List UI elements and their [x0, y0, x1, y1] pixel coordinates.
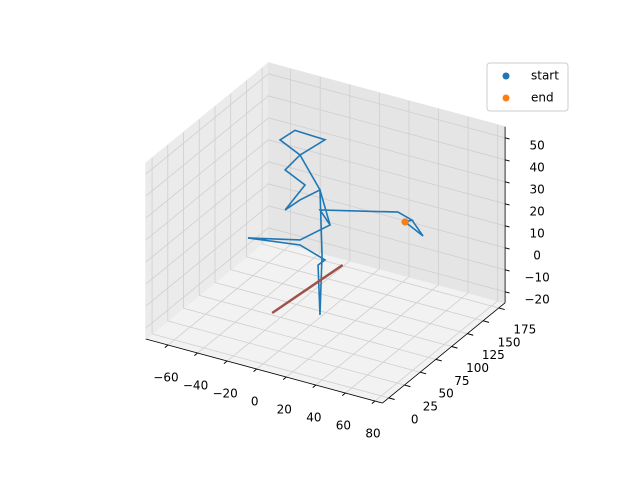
z-tick-label: 40: [529, 160, 544, 174]
x-tick-label: 40: [306, 411, 321, 425]
y-tick-label: 150: [498, 335, 521, 349]
grid-line: [268, 161, 506, 227]
grid-line: [230, 269, 468, 335]
axis-line: [382, 302, 506, 404]
grid-line: [183, 307, 421, 373]
z-tick: [504, 159, 510, 162]
x-tick: [223, 360, 228, 364]
trajectory-line: [271, 264, 344, 315]
legend-marker: [502, 94, 510, 102]
z-tick-label: 30: [529, 182, 544, 196]
y-tick: [435, 358, 442, 362]
z-tick: [504, 247, 510, 250]
grid-line: [214, 282, 452, 347]
z-tick-label: −10: [524, 270, 549, 284]
grid-line: [374, 300, 498, 402]
x-tick: [341, 392, 346, 396]
grid-line: [315, 284, 439, 386]
x-tick-label: −40: [183, 379, 208, 393]
grid-line: [286, 276, 410, 378]
grid-line: [268, 95, 506, 161]
y-tick: [404, 384, 411, 388]
grid-line: [151, 333, 389, 399]
y-tick: [467, 333, 474, 336]
grid-line: [268, 73, 506, 139]
grid-line: [145, 117, 269, 219]
x-tick-label: 60: [336, 419, 351, 433]
trajectory-line: [247, 129, 424, 315]
grid-line: [145, 139, 269, 241]
z-tick: [504, 137, 510, 140]
y-tick: [420, 371, 427, 375]
grid-line: [226, 260, 351, 362]
x-tick: [312, 384, 317, 388]
grid-line: [262, 243, 499, 309]
y-tick: [482, 320, 490, 323]
y-tick: [498, 307, 505, 311]
grid-line: [256, 268, 380, 370]
grid-line: [167, 244, 291, 346]
legend-marker: [502, 72, 510, 80]
grid-line: [268, 117, 506, 183]
x-tick: [164, 344, 169, 348]
legend-label: start: [531, 69, 559, 83]
grid-line: [268, 205, 506, 271]
z-tick-label: 20: [529, 204, 544, 218]
z-tick-label: 50: [529, 138, 544, 152]
z-tick: [504, 181, 510, 184]
grid-line: [145, 73, 269, 175]
x-tick-label: −60: [153, 371, 178, 385]
x-tick-label: 0: [251, 395, 259, 409]
y-tick-label: 75: [454, 374, 469, 388]
z-tick-label: 10: [529, 226, 544, 240]
y-tick-label: 50: [439, 387, 454, 401]
grid-line: [145, 205, 269, 307]
z-tick: [504, 291, 510, 294]
grid-line: [167, 320, 405, 386]
x-tick: [282, 376, 287, 380]
grid-line: [145, 161, 269, 263]
grid-line: [246, 256, 484, 322]
z-tick-label: −20: [524, 292, 549, 306]
z-tick-label: 0: [533, 248, 541, 262]
point-marker: [401, 218, 409, 226]
x-tick-label: 80: [365, 427, 380, 441]
y-tick: [388, 397, 395, 400]
axis-line: [145, 338, 383, 404]
grid-line: [268, 227, 506, 293]
x-tick: [194, 352, 198, 356]
y-tick-label: 125: [482, 348, 505, 362]
grid-line: [145, 95, 269, 197]
x-tick: [371, 400, 376, 404]
y-tick-label: 25: [423, 400, 438, 414]
legend-label: end: [531, 91, 554, 105]
x-tick-label: 20: [277, 403, 292, 417]
grid-line: [145, 227, 269, 329]
y-tick: [451, 346, 458, 349]
grid-line: [199, 294, 436, 360]
z-tick: [504, 225, 510, 228]
grid-line: [268, 183, 506, 249]
grid-line: [197, 252, 321, 354]
x-tick: [253, 368, 258, 372]
y-tick-label: 0: [411, 412, 419, 426]
z-tick: [504, 269, 510, 272]
x-tick-label: −20: [212, 387, 237, 401]
z-tick: [504, 203, 510, 206]
grid-line: [345, 292, 469, 394]
y-tick-label: 175: [513, 322, 536, 336]
y-tick-label: 100: [466, 361, 489, 375]
grid-line: [145, 183, 269, 285]
